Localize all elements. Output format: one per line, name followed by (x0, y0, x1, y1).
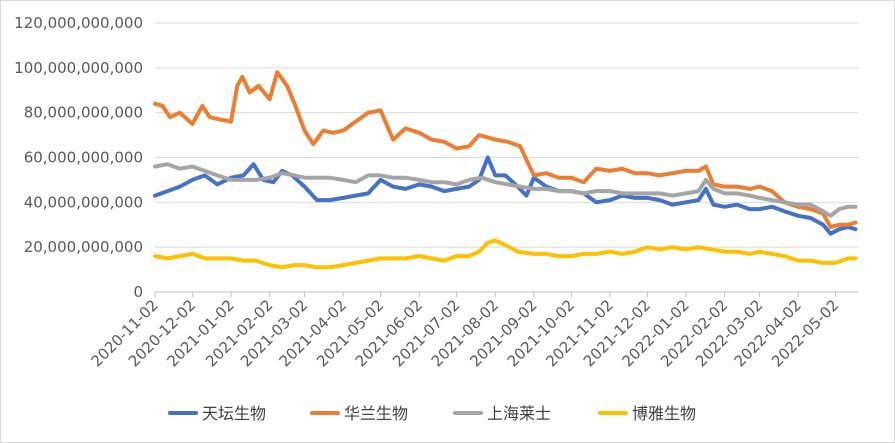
legend-item-4: 博雅生物 (598, 404, 696, 423)
y-tick-label: 0 (133, 283, 143, 301)
series-line-1 (153, 155, 858, 236)
y-tick-label: 100,000,000,000 (14, 59, 143, 77)
y-tick-label: 80,000,000,000 (24, 104, 143, 122)
legend-label: 华兰生物 (344, 404, 408, 423)
gridlines (155, 22, 858, 248)
legend-item-1: 天坛生物 (168, 404, 266, 423)
legend-label: 博雅生物 (632, 404, 696, 423)
legend-label: 上海莱士 (487, 404, 551, 423)
legend-item-3: 上海莱士 (453, 404, 551, 423)
series-lines (153, 70, 858, 270)
series-line-2 (153, 70, 858, 229)
y-tick-label: 20,000,000,000 (24, 238, 143, 256)
legend: 天坛生物 华兰生物 上海莱士 博雅生物 (168, 404, 696, 423)
legend-item-2: 华兰生物 (310, 404, 408, 423)
y-tick-label: 60,000,000,000 (24, 149, 143, 167)
series-line-4 (153, 238, 858, 270)
legend-label: 天坛生物 (202, 404, 266, 423)
y-tick-label: 40,000,000,000 (24, 193, 143, 211)
y-axis: 0 20,000,000,000 40,000,000,000 60,000,000,… (14, 14, 858, 301)
series-line-3 (153, 162, 858, 218)
y-tick-label: 120,000,000,000 (14, 14, 143, 32)
